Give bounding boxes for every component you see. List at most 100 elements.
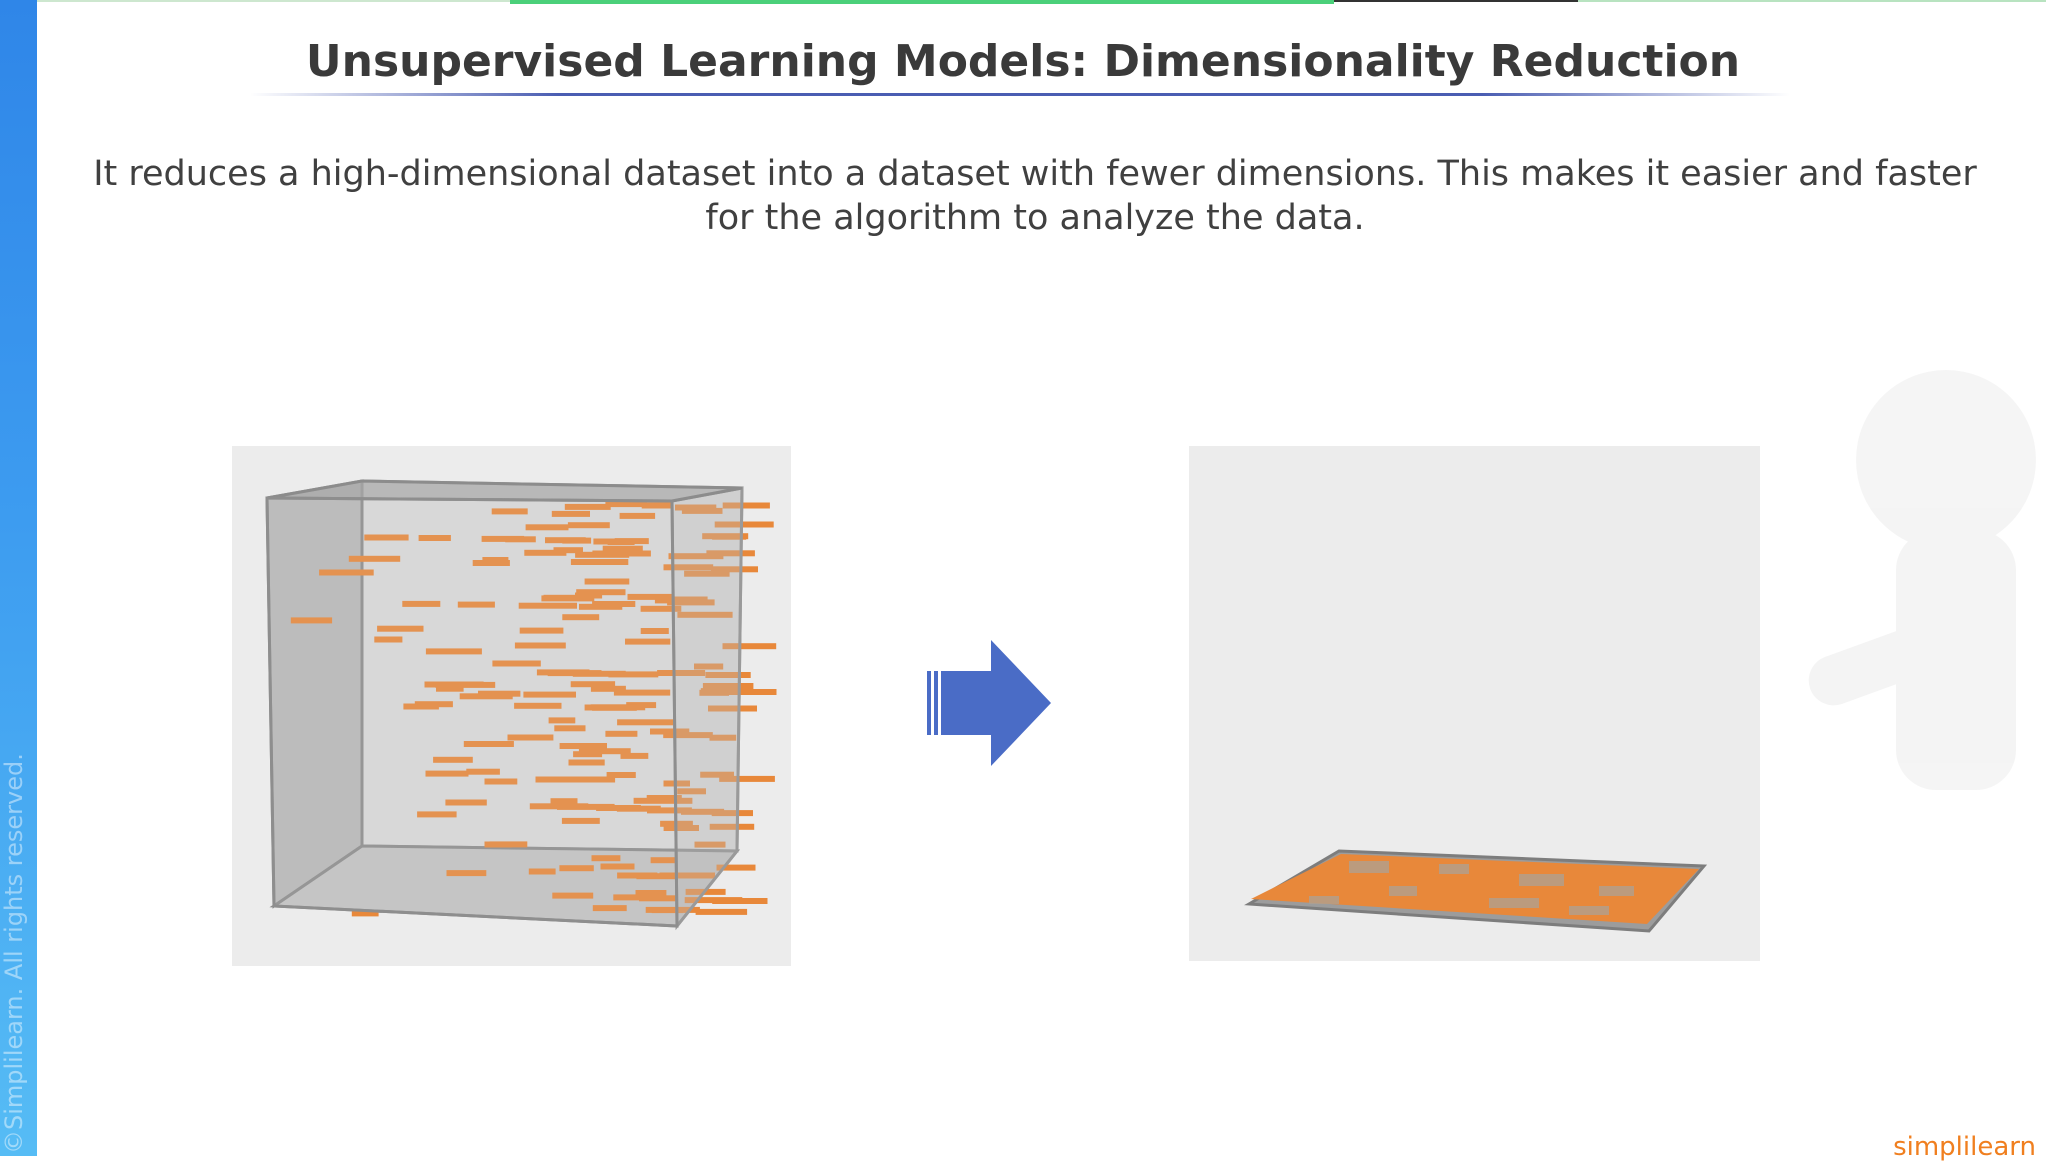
data-tile xyxy=(518,602,577,609)
data-tile xyxy=(484,778,518,785)
data-tile xyxy=(463,741,514,747)
data-tile xyxy=(525,524,569,531)
robot-watermark-icon xyxy=(1808,370,2036,790)
data-tile xyxy=(613,894,641,901)
data-tile xyxy=(605,730,638,737)
data-tile xyxy=(607,539,635,545)
data-tile xyxy=(709,823,755,830)
data-tile xyxy=(575,592,603,599)
data-points-2d xyxy=(1309,861,1634,915)
data-tile xyxy=(650,728,690,735)
data-tile xyxy=(472,560,510,566)
data-tile xyxy=(592,905,627,912)
data-tile xyxy=(719,775,775,782)
data-tile xyxy=(550,798,578,805)
data-tile xyxy=(573,751,603,758)
data-tile xyxy=(570,559,629,565)
data-tile xyxy=(590,685,626,692)
high-dimensional-panel xyxy=(232,446,791,966)
data-tile xyxy=(684,570,730,577)
data-tile xyxy=(572,670,626,677)
data-tile xyxy=(709,734,737,741)
data-tile xyxy=(561,817,600,824)
data-tile xyxy=(668,553,724,560)
data-tile xyxy=(663,825,699,831)
data-tile xyxy=(364,534,409,541)
data-tile xyxy=(651,907,683,914)
data-tile xyxy=(675,504,717,511)
data-tile xyxy=(319,569,374,576)
data-tile xyxy=(351,910,379,917)
data-tile xyxy=(417,811,457,818)
data-tile xyxy=(667,599,715,606)
data-tile xyxy=(348,555,401,562)
data-tile xyxy=(446,870,487,877)
data-tile xyxy=(505,536,536,543)
data-tile xyxy=(633,797,693,804)
data-tile xyxy=(576,589,626,596)
data-tile xyxy=(591,855,621,862)
data-tile xyxy=(491,508,528,515)
3d-box-icon xyxy=(265,479,777,931)
data-tile xyxy=(568,759,605,766)
data-tile xyxy=(584,578,630,585)
data-tile xyxy=(722,502,770,509)
progress-segment xyxy=(1578,0,2046,2)
data-tile xyxy=(650,857,677,864)
data-tile xyxy=(457,601,495,608)
data-tile xyxy=(606,772,636,778)
data-tile xyxy=(551,510,590,517)
data-tile xyxy=(425,648,482,655)
low-dimensional-panel xyxy=(1189,446,1760,961)
data-tile xyxy=(677,788,706,795)
data-tile xyxy=(402,600,441,607)
data-tile xyxy=(559,743,607,749)
data-tile xyxy=(640,605,682,612)
data-tile xyxy=(562,537,592,544)
data-tile xyxy=(567,522,610,529)
data-tile xyxy=(605,501,647,508)
data-tile xyxy=(706,550,755,557)
data-tile xyxy=(528,868,556,875)
data-tile xyxy=(514,702,562,709)
data-tile xyxy=(436,685,464,692)
data-tile xyxy=(492,660,541,667)
data-points-3d xyxy=(290,501,777,917)
data-tile xyxy=(681,808,725,815)
copyright-vertical: ©Simplilearn. All rights reserved. xyxy=(0,753,32,1154)
data-tile xyxy=(489,841,528,848)
data-tile xyxy=(722,643,777,650)
slide-title: Unsupervised Learning Models: Dimensiona… xyxy=(305,36,1741,87)
data-tile xyxy=(377,625,424,632)
data-tile xyxy=(684,897,743,904)
progress-segment xyxy=(37,0,510,2)
data-tile xyxy=(374,636,403,643)
data-tile xyxy=(548,717,576,724)
data-tile xyxy=(702,683,754,689)
data-tile xyxy=(716,864,756,871)
data-tile xyxy=(564,503,611,510)
data-tile xyxy=(708,705,757,712)
data-tile xyxy=(659,872,715,879)
data-tile xyxy=(608,671,659,678)
data-tile xyxy=(578,748,631,755)
data-tile xyxy=(720,689,777,695)
data-tile xyxy=(552,892,594,899)
data-tile xyxy=(616,805,661,812)
data-tile xyxy=(445,799,487,806)
2d-plane-icon xyxy=(1244,849,1708,933)
data-tile xyxy=(700,771,734,778)
data-tile xyxy=(478,690,521,697)
data-tile xyxy=(424,681,484,688)
data-tile xyxy=(617,719,676,726)
data-tile xyxy=(677,611,733,618)
data-tile xyxy=(619,512,656,519)
data-tile xyxy=(627,593,675,600)
data-tile xyxy=(663,732,713,739)
data-tile xyxy=(543,594,583,601)
data-tile xyxy=(600,863,635,870)
progress-segment-active xyxy=(510,0,1334,4)
data-tile xyxy=(714,521,774,528)
right-arrow-icon xyxy=(927,640,1051,766)
data-tile xyxy=(575,551,630,558)
